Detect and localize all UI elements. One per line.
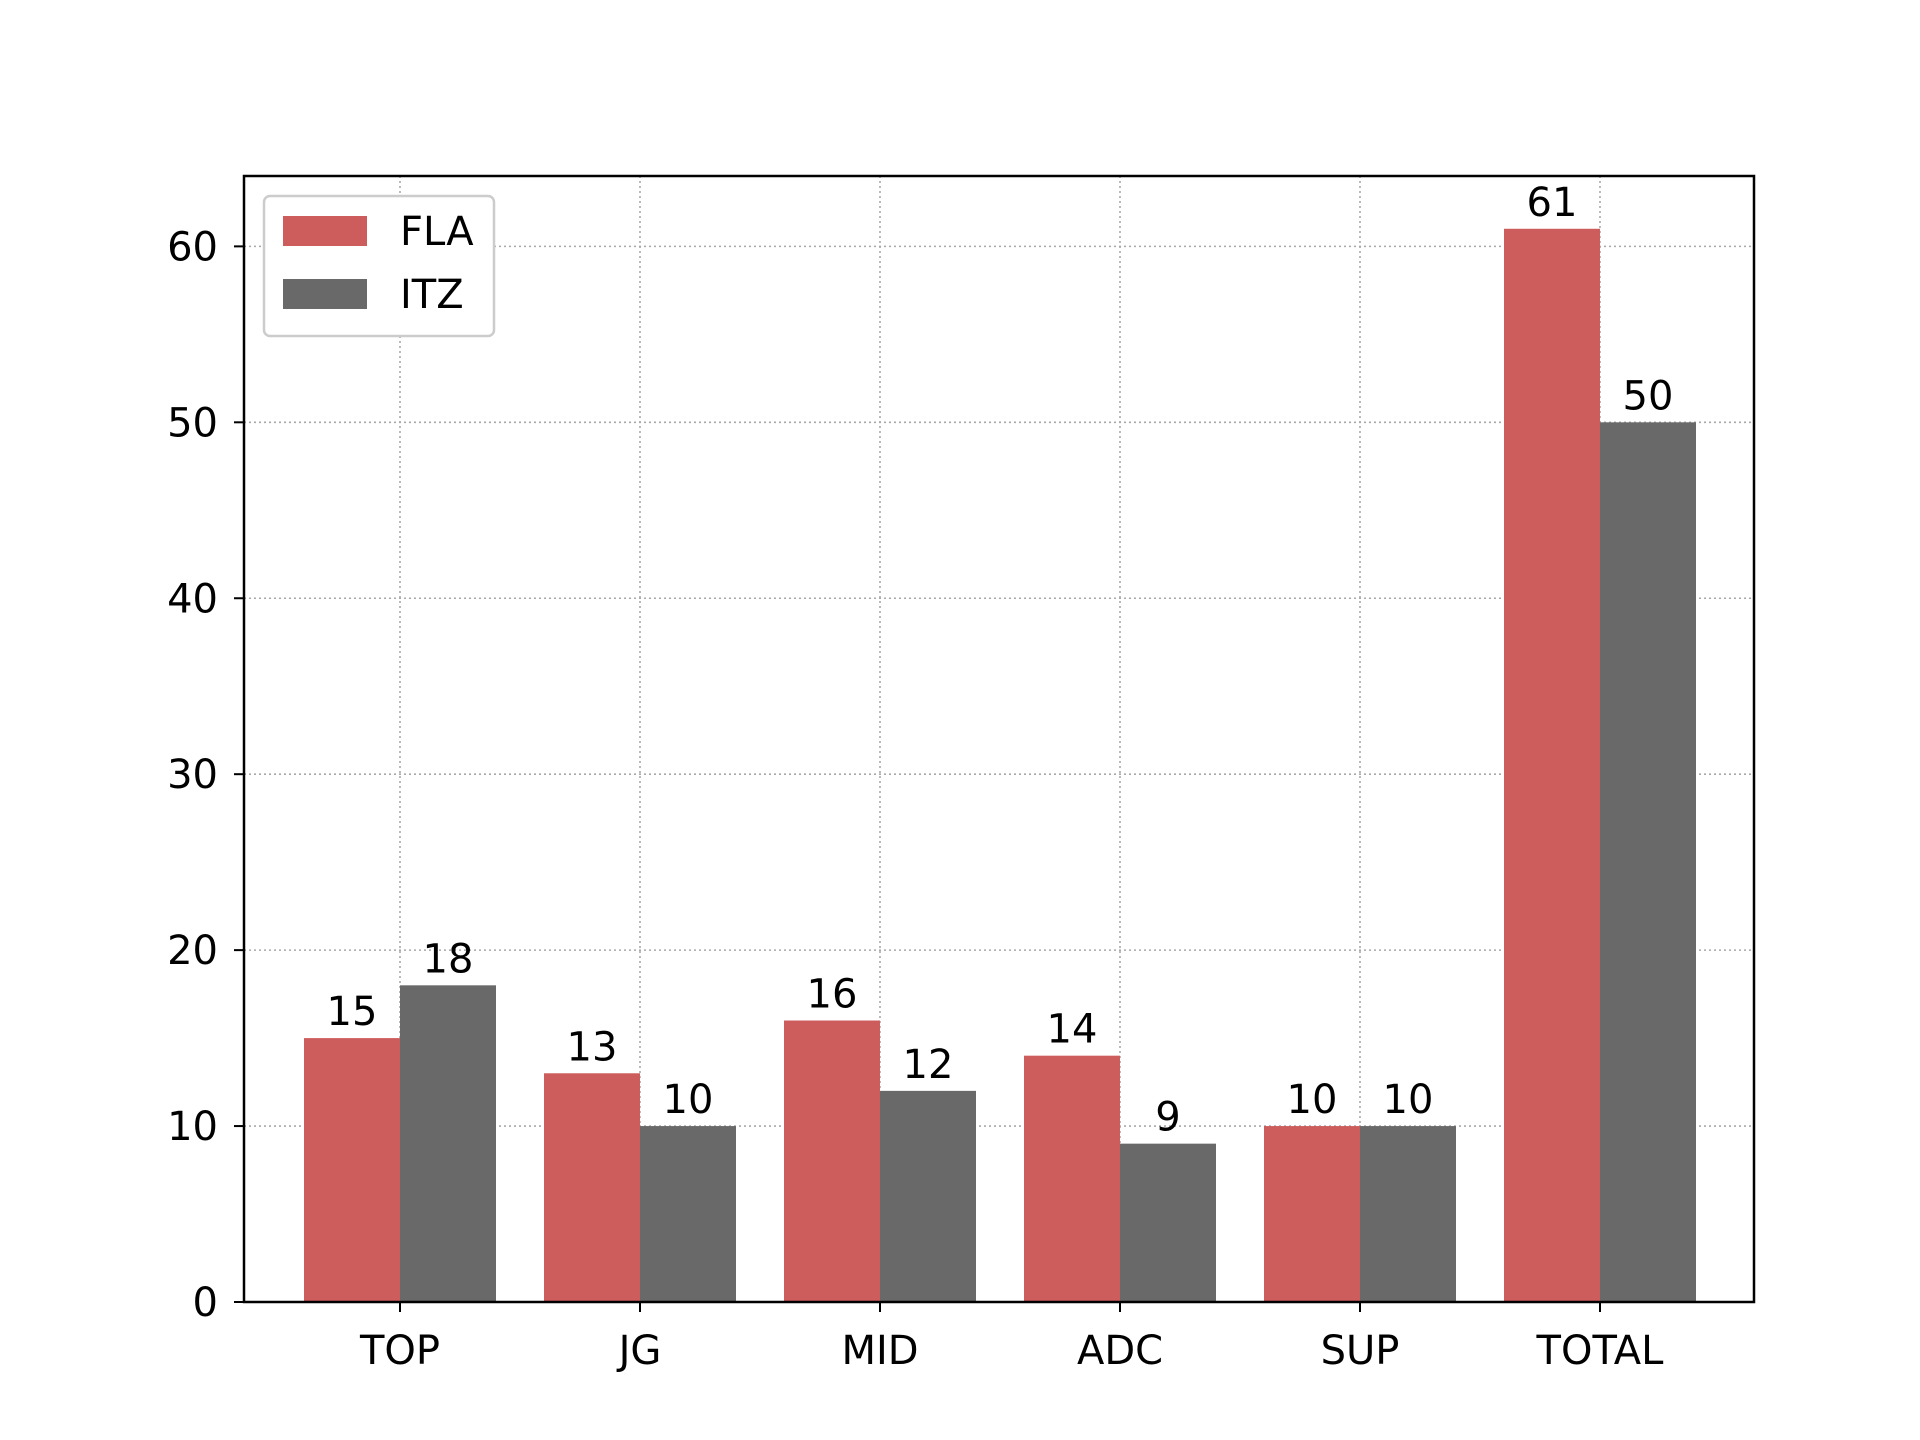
legend-swatch-fla	[283, 216, 367, 246]
y-tick-label: 50	[167, 400, 218, 446]
data-labels: 15 13 16 14 10 61 18 10 12 9 10 50	[327, 180, 1674, 1141]
bar-itz	[880, 1090, 976, 1302]
bar-itz	[1600, 422, 1696, 1302]
bar-fla	[1504, 228, 1600, 1302]
data-label-itz: 10	[1383, 1077, 1434, 1123]
data-label-itz: 50	[1623, 373, 1674, 419]
bar-itz	[640, 1126, 736, 1302]
axis-ticks: TOP JG MID ADC SUP TOTAL 0 10 20 30 40 50 60	[167, 224, 1664, 1374]
y-tick-label: 30	[167, 752, 218, 798]
y-tick-label: 40	[167, 576, 218, 622]
data-label-itz: 10	[663, 1077, 714, 1123]
grid	[244, 176, 1754, 1302]
bar-fla	[544, 1073, 640, 1302]
data-label-itz: 18	[423, 936, 474, 982]
bar-itz	[1120, 1143, 1216, 1302]
bar-itz	[1360, 1126, 1456, 1302]
bars	[304, 228, 1696, 1302]
bar-fla	[304, 1038, 400, 1302]
legend-label-itz: ITZ	[400, 272, 464, 318]
data-label-fla: 13	[567, 1024, 618, 1070]
y-tick-label: 60	[167, 224, 218, 270]
x-tick-label: MID	[841, 1328, 918, 1374]
data-label-itz: 12	[903, 1042, 954, 1088]
legend-swatch-itz	[283, 279, 367, 309]
bar-fla	[1264, 1126, 1360, 1302]
bar-itz	[400, 985, 496, 1302]
legend: FLA ITZ	[262, 194, 496, 338]
data-label-fla: 16	[807, 972, 858, 1018]
data-label-fla: 15	[327, 989, 378, 1035]
data-label-fla: 14	[1047, 1007, 1098, 1053]
bar-fla	[784, 1020, 880, 1302]
legend-label-fla: FLA	[400, 209, 474, 255]
y-tick-label: 20	[167, 928, 218, 974]
x-tick-label: TOP	[359, 1328, 440, 1374]
x-tick-label: SUP	[1321, 1328, 1400, 1374]
x-tick-label: JG	[616, 1328, 662, 1374]
data-label-itz: 9	[1155, 1095, 1180, 1141]
data-label-fla: 10	[1287, 1077, 1338, 1123]
x-tick-label: TOTAL	[1536, 1328, 1665, 1374]
axes-frame	[242, 174, 1756, 1304]
bar-fla	[1024, 1055, 1120, 1302]
x-tick-label: ADC	[1077, 1328, 1163, 1374]
y-tick-label: 10	[167, 1104, 218, 1150]
data-label-fla: 61	[1527, 180, 1578, 226]
y-tick-label: 0	[193, 1280, 218, 1326]
